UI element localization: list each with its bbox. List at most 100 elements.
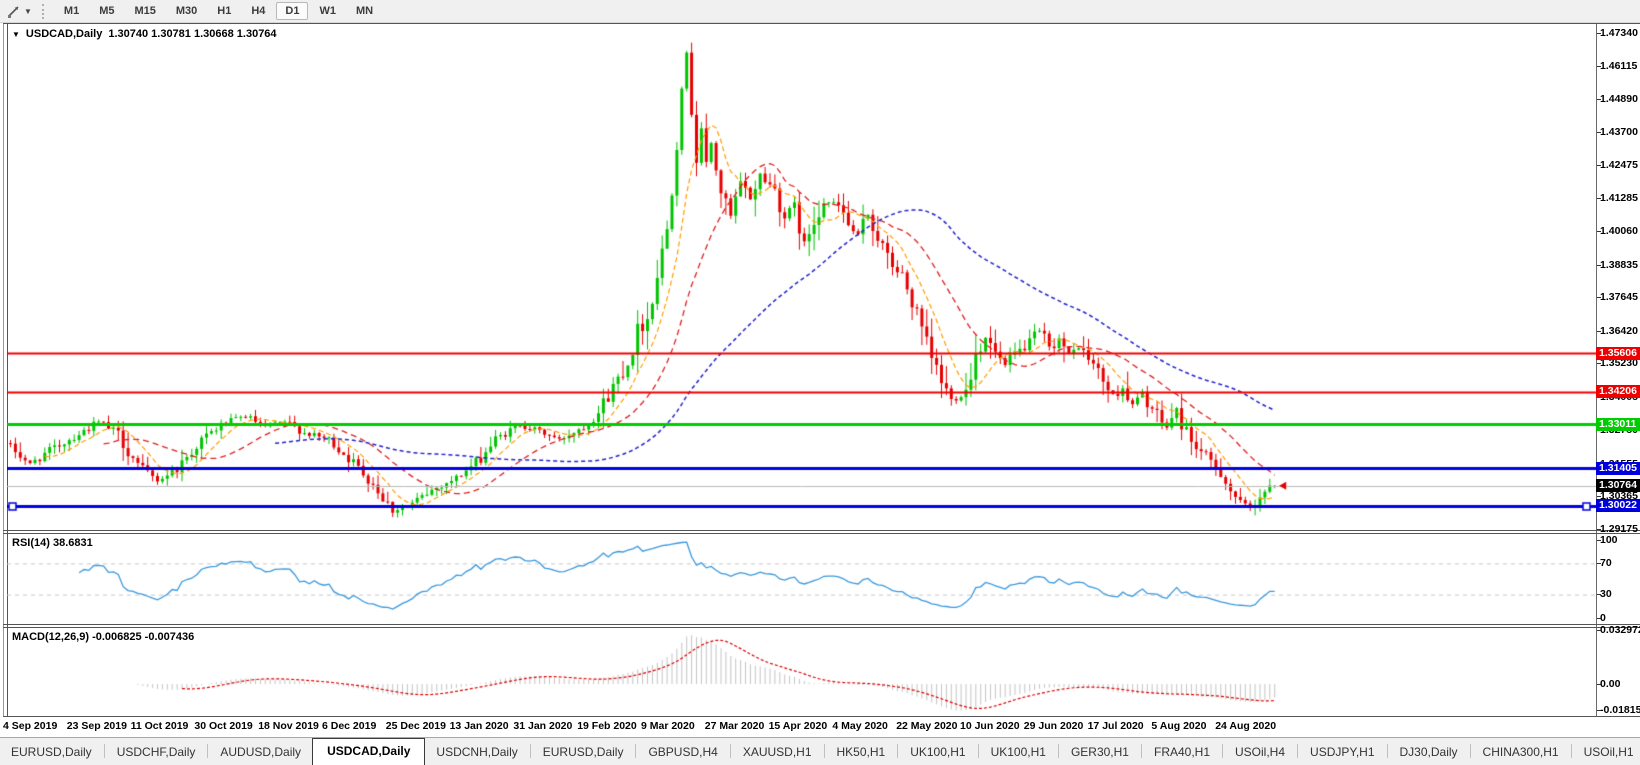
macd-indicator-pane[interactable] [7,627,1596,716]
tab-divider [1386,744,1388,758]
tab-CHINA300-H1[interactable]: CHINA300,H1 [1482,745,1559,759]
tab-divider [897,744,899,758]
timeframe-button-H1[interactable]: H1 [217,5,232,17]
tab-divider [729,744,731,758]
time-scale[interactable]: 4 Sep 2019 23 Sep 2019 11 Oct 2019 30 Oct 2… [0,717,1640,737]
timeframe-button-M1[interactable]: M1 [63,5,80,17]
chart-symbol-label: USDCAD,Daily [25,28,103,40]
tab-EURUSD-Daily[interactable]: EURUSD,Daily [542,745,624,759]
price-badge: 1.30022 [1596,499,1640,513]
date-label: 29 Jun 2020 [1023,720,1084,732]
date-label: 31 Jan 2020 [513,720,573,732]
price-badge: 1.34206 [1596,385,1640,399]
tab-FRA40-H1[interactable]: FRA40,H1 [1153,745,1211,759]
tab-USOil-H1[interactable]: USOil,H1 [1583,745,1634,759]
tab-HK50-H1[interactable]: HK50,H1 [836,745,886,759]
rsi-pane-bottom-border [3,624,1640,625]
date-label: 9 Mar 2020 [641,720,695,732]
tab-USDCNH-Daily[interactable]: USDCNH,Daily [436,745,518,759]
price-badge: 1.33011 [1596,417,1640,431]
date-label: 22 May 2020 [896,720,958,732]
tab-divider [1140,744,1142,758]
tab-USDCHF-Daily[interactable]: USDCHF,Daily [116,745,196,759]
price-badge: 1.35606 [1596,346,1640,360]
tab-UK100-H1[interactable]: UK100,H1 [910,745,966,759]
tab-divider [207,744,209,758]
date-label: 4 May 2020 [832,720,888,732]
date-label: 24 Aug 2020 [1215,720,1277,732]
tab-divider [529,744,531,758]
toolbar-grip [41,3,46,19]
timeframe-button-M5[interactable]: M5 [99,5,115,17]
macd-tick: 0.032972 [1597,624,1640,636]
price-axis-border [1596,23,1597,716]
chart-tab-bar: EURUSD,Daily USDCHF,Daily AUDUSD,Daily USDC… [0,737,1640,765]
price-tick: 1.44890 [1597,93,1638,106]
timeframe-button-group: M1 M5 M15 M30 H1 H4 D1 W1 MN [54,2,383,20]
price-tick: 1.38835 [1597,258,1638,271]
timeframe-button-W1[interactable]: W1 [319,5,336,17]
date-label: 4 Sep 2019 [3,720,58,732]
cursor-tool-button[interactable]: ▼ [0,1,36,22]
rsi-tick: 70 [1597,556,1612,569]
date-label: 25 Dec 2019 [385,720,446,732]
price-tick: 1.37645 [1597,291,1638,304]
tab-UK100-H1[interactable]: UK100,H1 [990,745,1046,759]
tab-GER30-H1[interactable]: GER30,H1 [1070,745,1129,759]
tab-divider [823,744,825,758]
chart-title: ▼ USDCAD,Daily 1.30740 1.30781 1.30668 1… [12,28,277,40]
dropdown-caret-icon: ▼ [24,6,32,16]
date-label: 23 Sep 2019 [66,720,127,732]
date-label: 6 Dec 2019 [322,720,377,732]
rsi-indicator-pane[interactable] [7,533,1596,624]
timeframe-button-MN[interactable]: MN [355,5,374,17]
rsi-tick: 0 [1597,611,1606,624]
date-label: 10 Jun 2020 [960,720,1020,732]
tab-divider [977,744,979,758]
date-label: 15 Apr 2020 [768,720,828,732]
date-label: 19 Feb 2020 [577,720,637,732]
tab-GBPUSD-H4[interactable]: GBPUSD,H4 [648,745,718,759]
date-label: 11 Oct 2019 [130,720,189,732]
price-tick: 1.43700 [1597,125,1638,138]
tab-divider [635,744,637,758]
rsi-tick: 30 [1597,588,1612,601]
tab-AUDUSD-Daily[interactable]: AUDUSD,Daily [220,745,302,759]
candlestick-chart[interactable] [7,24,1596,530]
tab-divider [1469,744,1471,758]
rsi-tick: 100 [1597,533,1618,546]
price-tick: 1.30365 [1597,490,1638,503]
date-label: 30 Oct 2019 [194,720,253,732]
date-label: 17 Jul 2020 [1087,720,1144,732]
timeframe-button-H4[interactable]: H4 [251,5,266,17]
tab-XAUUSD-H1[interactable]: XAUUSD,H1 [742,745,812,759]
timeframe-button-M30[interactable]: M30 [175,5,198,17]
window-left-border [3,23,4,717]
price-tick: 1.47340 [1597,26,1638,39]
timeframe-button-M15[interactable]: M15 [134,5,156,17]
price-tick: 1.46115 [1596,59,1638,72]
time-axis-border [3,716,1640,717]
date-label: 27 Mar 2020 [704,720,765,732]
tab-divider [1297,744,1299,758]
chart-title-caret-icon: ▼ [12,29,20,39]
price-badge: 1.30764 [1596,479,1640,493]
price-tick: 1.35230 [1597,357,1638,370]
timeframe-button-D1[interactable]: D1 [276,2,309,20]
macd-tick: 0.00 [1596,677,1621,690]
price-tick: 1.36420 [1597,324,1638,337]
tab-USDJPY-H1[interactable]: USDJPY,H1 [1310,745,1375,759]
tab-EURUSD-Daily[interactable]: EURUSD,Daily [11,745,92,759]
price-tick: 1.40060 [1597,225,1638,238]
macd-label: MACD(12,26,9) -0.006825 -0.007436 [12,631,195,643]
chart-cursor-icon [8,5,19,18]
rsi-label: RSI(14) 38.6831 [12,537,93,549]
tab-divider [103,744,105,758]
date-label: 18 Nov 2019 [258,720,319,732]
tab-divider [1057,744,1059,758]
price-tick: 1.29175 [1597,522,1638,535]
tab-DJ30-Daily[interactable]: DJ30,Daily [1399,745,1458,759]
tab-USDCAD-Daily[interactable]: USDCAD,Daily [312,738,426,765]
tab-USOil-H4[interactable]: USOil,H4 [1235,745,1286,759]
price-scale[interactable]: 1.47340 1.46115 1.44890 1.43700 1.42475 1.412… [1596,23,1640,717]
